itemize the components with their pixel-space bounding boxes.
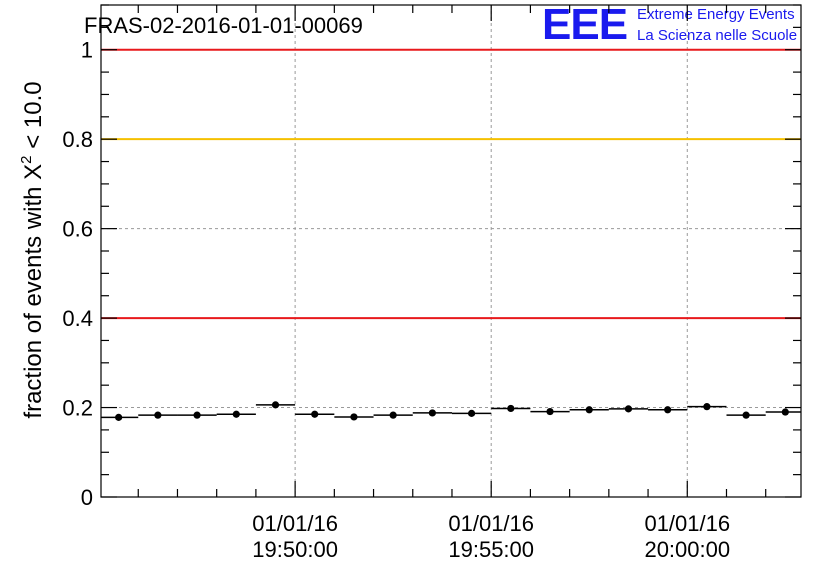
data-point: [467, 409, 476, 417]
y-axis-label-main: fraction of events with X: [20, 164, 47, 419]
grid: [101, 5, 801, 497]
data-point: [311, 410, 319, 418]
data-point: [389, 411, 397, 419]
data-series: [101, 401, 801, 421]
chart-title: FRAS-02-2016-01-01-00069: [84, 13, 363, 38]
x-tick-label-time: 19:50:00: [252, 537, 338, 562]
data-point: [624, 405, 633, 413]
x-tick-label-date: 01/01/16: [644, 511, 730, 536]
y-tick-label: 1: [81, 38, 93, 63]
data-point: [193, 411, 201, 419]
x-tick-label-time: 20:00:00: [644, 537, 730, 562]
logo-letters: EEE: [542, 0, 627, 49]
data-point: [232, 410, 240, 418]
data-point: [428, 409, 436, 417]
logo-line2: La Scienza nelle Scuole: [637, 27, 797, 44]
data-point: [781, 408, 789, 416]
y-tick-label: 0: [81, 485, 93, 510]
y-axis-label-rest: < 10.0: [20, 81, 47, 155]
data-point: [546, 407, 554, 416]
axes: 00.20.40.60.8101/01/1619:50:0001/01/1619…: [62, 4, 801, 562]
data-point: [154, 411, 162, 419]
y-tick-label: 0.4: [62, 306, 93, 331]
y-tick-label: 0.8: [62, 127, 93, 152]
y-axis-label-sup: 2: [18, 155, 35, 163]
data-point: [115, 413, 123, 421]
reference-lines: [101, 48, 801, 320]
y-tick-label: 0.6: [62, 217, 93, 242]
data-point: [664, 406, 672, 414]
x-tick-label-date: 01/01/16: [448, 511, 534, 536]
logo-line1: Extreme Energy Events: [637, 6, 795, 23]
data-point: [350, 413, 358, 421]
y-tick-label: 0.2: [62, 396, 93, 421]
x-tick-label-time: 19:55:00: [448, 537, 534, 562]
y-axis-label: fraction of events with X2 < 10.0: [18, 81, 47, 418]
eee-logo: EEE Extreme Energy Events La Scienza nel…: [542, 0, 797, 49]
data-point: [742, 411, 750, 419]
data-point: [507, 404, 515, 413]
data-point: [585, 406, 593, 414]
data-point: [271, 401, 280, 409]
x-tick-label-date: 01/01/16: [252, 511, 338, 536]
plot-frame: [100, 4, 802, 498]
data-point: [703, 403, 711, 411]
